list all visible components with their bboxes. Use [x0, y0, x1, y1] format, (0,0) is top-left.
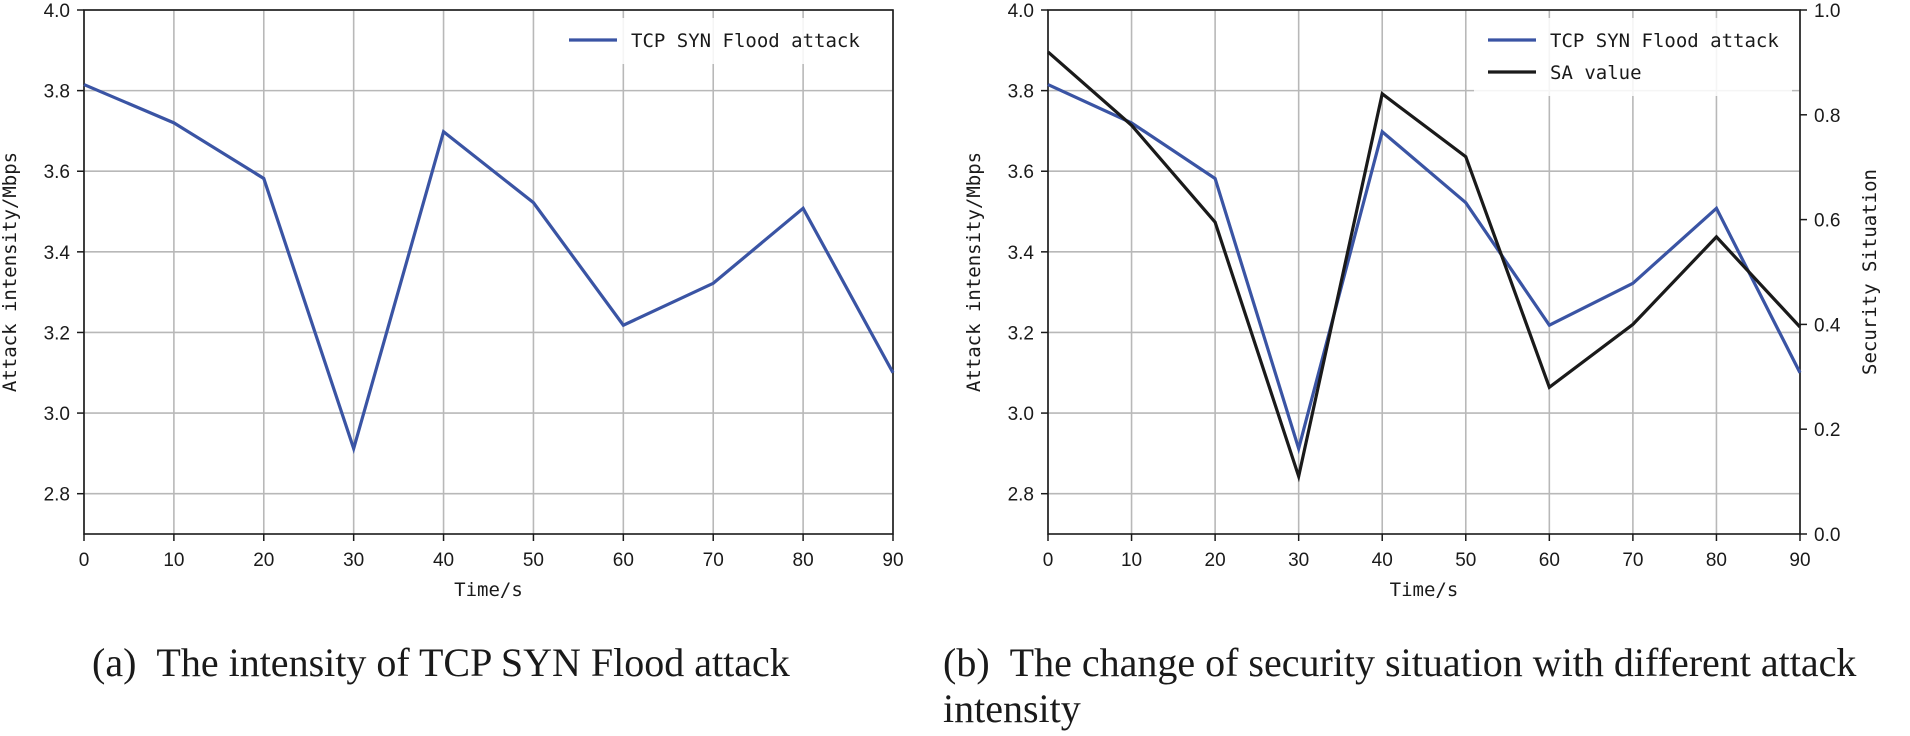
plot-frame: [83, 9, 894, 535]
x-tick-label: 80: [793, 550, 814, 571]
legend-sa-value: SA value: [1488, 62, 1642, 84]
y-right-tick-label: 0.2: [1814, 420, 1840, 441]
y-tick-label: 4.0: [1008, 1, 1034, 22]
x-tick-label: 30: [343, 550, 364, 571]
x-axis-label: Time/s: [1390, 579, 1459, 601]
legend-label: SA value: [1550, 62, 1642, 84]
y-right-tick-label: 1.0: [1814, 1, 1840, 22]
y-right-tick-label: 0.8: [1814, 106, 1840, 127]
x-tick-label: 70: [1622, 550, 1643, 571]
chart-b: 0 10 20 30 40 50 60 70 80 90 2.8 3.0 3.2 3.4 3.6 3.8 4.0…: [963, 1, 1881, 601]
y-tick-label: 3.2: [1008, 323, 1034, 344]
y-tick-label: 3.0: [44, 404, 70, 425]
y-tick-label: 3.2: [44, 323, 70, 344]
y-right-tick-label: 0.0: [1814, 525, 1840, 546]
x-tick-label: 30: [1288, 550, 1309, 571]
legend-tcp-syn-flood: TCP SYN Flood attack: [1488, 30, 1779, 52]
x-tick-label: 0: [79, 550, 90, 571]
y-tick-label: 3.0: [1008, 404, 1034, 425]
chart-a: 0 10 20 30 40 50 60 70 80 90 2.8 3.0 3.2 3.4 3.6 3.8 4.0…: [0, 1, 904, 601]
x-tick-label: 90: [1789, 550, 1810, 571]
x-tick-label: 90: [882, 550, 903, 571]
x-tick-label: 50: [523, 550, 544, 571]
x-tick-label: 20: [253, 550, 274, 571]
y-tick-label: 3.6: [44, 162, 70, 183]
y-tick-label: 3.8: [1008, 82, 1034, 103]
x-tick-label: 0: [1043, 550, 1054, 571]
legend-label: TCP SYN Flood attack: [631, 30, 860, 52]
legend-label: TCP SYN Flood attack: [1550, 30, 1779, 52]
y-tick-label: 3.4: [1008, 243, 1035, 264]
x-tick-label: 60: [613, 550, 634, 571]
x-tick-label: 10: [1121, 550, 1142, 571]
y-tick-label: 3.8: [44, 82, 70, 103]
y-tick-label: 2.8: [1008, 485, 1034, 506]
x-tick-label: 20: [1205, 550, 1226, 571]
y-axis-label: Attack intensity/Mbps: [963, 152, 985, 392]
caption-a: (a) The intensity of TCP SYN Flood attac…: [92, 640, 790, 685]
y-axis-label: Attack intensity/Mbps: [0, 152, 21, 392]
y-tick-label: 3.6: [1008, 162, 1034, 183]
legend-tcp-syn-flood: TCP SYN Flood attack: [569, 30, 860, 52]
x-tick-label: 40: [433, 550, 454, 571]
tcp-syn-flood-line: [1047, 83, 1802, 455]
x-tick-label: 50: [1455, 550, 1476, 571]
x-tick-label: 80: [1706, 550, 1727, 571]
sa-value-line: [1046, 50, 1802, 483]
y-tick-label: 2.8: [44, 485, 70, 506]
x-tick-label: 10: [163, 550, 184, 571]
tcp-syn-flood-line: [83, 83, 895, 454]
x-tick-label: 70: [703, 550, 724, 571]
legend-box: [1474, 18, 1792, 96]
y-right-axis-label: Security Situation: [1859, 169, 1881, 375]
x-axis-label: Time/s: [454, 579, 523, 601]
x-tick-label: 60: [1539, 550, 1560, 571]
y-right-tick-label: 0.4: [1814, 315, 1841, 336]
caption-b: (b) The change of security situation wit…: [943, 640, 1857, 731]
y-tick-label: 3.4: [44, 243, 71, 264]
plot-frame: [1047, 9, 1801, 535]
x-tick-label: 40: [1372, 550, 1393, 571]
y-right-tick-label: 0.6: [1814, 211, 1840, 232]
y-tick-label: 4.0: [44, 1, 70, 22]
